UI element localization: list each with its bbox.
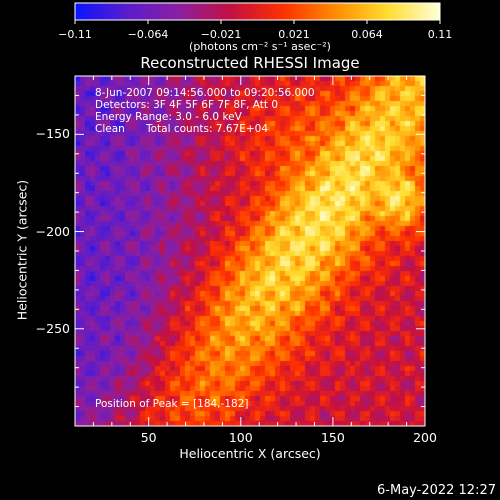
heatmap-image	[75, 76, 425, 426]
colorbar-tick-label: 0.064	[351, 28, 383, 41]
colorbar-tick-label: −0.064	[127, 28, 169, 41]
colorbar-tick-label: 0.021	[278, 28, 310, 41]
y-tick-label: −250	[35, 320, 70, 336]
info-peak-position: Position of Peak = [184,-182]	[95, 398, 249, 410]
x-tick-label: 100	[228, 430, 253, 445]
colorbar-ticks	[74, 20, 441, 24]
x-tick-label: 50	[140, 430, 157, 445]
x-tick-label: 150	[320, 430, 345, 445]
y-tick-label: −200	[35, 223, 70, 239]
colorbar-tick-label: 0.11	[427, 28, 453, 41]
colorbar-unit-label: (photons cm⁻² s⁻¹ asec⁻²)	[189, 40, 331, 53]
info-detectors: Detectors: 3F 4F 5F 6F 7F 8F, Att 0	[95, 99, 279, 111]
colorbar	[74, 2, 441, 24]
info-energy-range: Energy Range: 3.0 - 6.0 keV	[95, 111, 242, 123]
y-tick-label: −150	[35, 126, 70, 142]
x-axis-label: Heliocentric X (arcsec)	[179, 446, 321, 461]
chart-title: Reconstructed RHESSI Image	[140, 54, 360, 72]
info-total-counts: Total counts: 7.67E+04	[146, 123, 269, 135]
colorbar-tick-label: −0.11	[58, 28, 92, 41]
plot-timestamp: 6-May-2022 12:27	[377, 483, 496, 498]
y-axis-label: Heliocentric Y (arcsec)	[14, 179, 30, 321]
colorbar-tick-label: −0.021	[200, 28, 242, 41]
colorbar-bar	[74, 2, 441, 21]
info-algorithm: Clean	[95, 123, 125, 135]
info-time-range: 8-Jun-2007 09:14:56.000 to 09:20:56.000	[95, 87, 315, 99]
x-tick-label: 200	[413, 430, 437, 445]
